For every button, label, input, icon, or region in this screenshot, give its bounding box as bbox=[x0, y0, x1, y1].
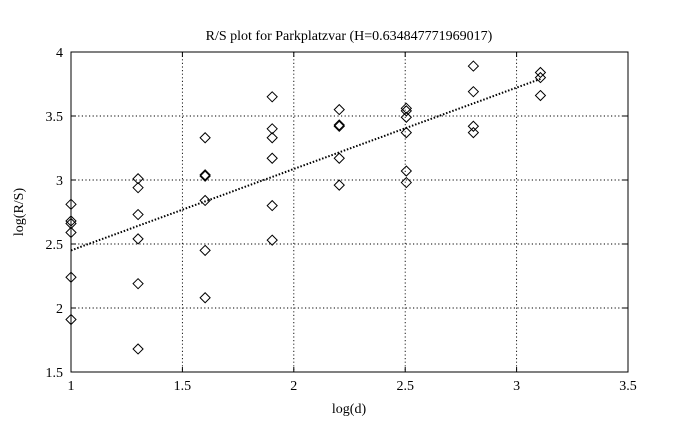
data-point bbox=[467, 126, 480, 139]
data-point bbox=[400, 176, 413, 189]
data-point bbox=[333, 120, 345, 132]
data-point bbox=[266, 199, 278, 212]
data-point bbox=[65, 215, 77, 227]
x-tick-label: 3 bbox=[513, 379, 520, 394]
data-point bbox=[132, 343, 144, 355]
data-point bbox=[65, 226, 77, 239]
x-tick-label: 1 bbox=[68, 379, 75, 394]
data-point bbox=[199, 244, 211, 257]
data-points bbox=[65, 60, 547, 355]
data-point bbox=[132, 181, 144, 194]
data-point bbox=[534, 71, 547, 84]
x-tick-label: 2.5 bbox=[396, 379, 414, 394]
data-point bbox=[400, 111, 413, 123]
grid-lines bbox=[71, 52, 628, 372]
data-point bbox=[467, 120, 480, 132]
x-axis-label: log(d) bbox=[332, 402, 367, 417]
data-point bbox=[132, 233, 144, 245]
y-tick-label: 4 bbox=[56, 46, 63, 61]
data-point bbox=[132, 208, 144, 221]
data-point bbox=[199, 292, 211, 304]
data-point bbox=[266, 123, 278, 135]
data-point bbox=[199, 194, 211, 207]
x-tick-label: 1.5 bbox=[174, 379, 192, 394]
y-axis-label: log(R/S) bbox=[12, 188, 27, 237]
y-tick-label: 2 bbox=[56, 302, 63, 317]
x-tick-label: 3.5 bbox=[619, 379, 637, 394]
data-point bbox=[400, 165, 413, 177]
data-point bbox=[534, 66, 547, 79]
x-axis: 1 1.5 2 2.5 3 3.5 bbox=[68, 52, 637, 394]
data-point bbox=[333, 119, 345, 131]
data-point bbox=[199, 132, 211, 144]
data-point bbox=[467, 60, 480, 72]
data-point bbox=[400, 102, 413, 115]
y-axis: 1.5 2 2.5 3 3.5 4 bbox=[46, 46, 628, 381]
data-point bbox=[266, 152, 278, 164]
y-tick-label: 1.5 bbox=[46, 366, 64, 381]
data-point bbox=[400, 105, 413, 117]
y-tick-label: 3 bbox=[56, 174, 63, 189]
data-point bbox=[65, 313, 77, 326]
data-point bbox=[534, 89, 547, 102]
y-tick-label: 3.5 bbox=[46, 110, 64, 125]
y-tick-label: 2.5 bbox=[46, 238, 64, 253]
data-point bbox=[65, 217, 77, 230]
data-point bbox=[199, 170, 211, 182]
data-point bbox=[333, 152, 345, 164]
data-point bbox=[65, 198, 77, 211]
data-point bbox=[266, 91, 278, 103]
fit-line-group bbox=[70, 77, 541, 252]
x-tick-label: 2 bbox=[290, 379, 297, 394]
plot-frame bbox=[70, 51, 629, 373]
data-point bbox=[132, 277, 144, 290]
data-point bbox=[467, 85, 480, 98]
data-point bbox=[333, 179, 345, 191]
chart-title: R/S plot for Parkplatzvar (H=0.634847771… bbox=[206, 29, 493, 44]
data-point bbox=[199, 169, 211, 181]
data-point bbox=[400, 126, 413, 139]
data-point bbox=[65, 271, 77, 283]
data-point bbox=[132, 173, 144, 185]
data-point bbox=[333, 103, 345, 116]
data-point bbox=[266, 234, 278, 246]
data-point bbox=[266, 132, 278, 144]
fit-line bbox=[70, 77, 541, 252]
